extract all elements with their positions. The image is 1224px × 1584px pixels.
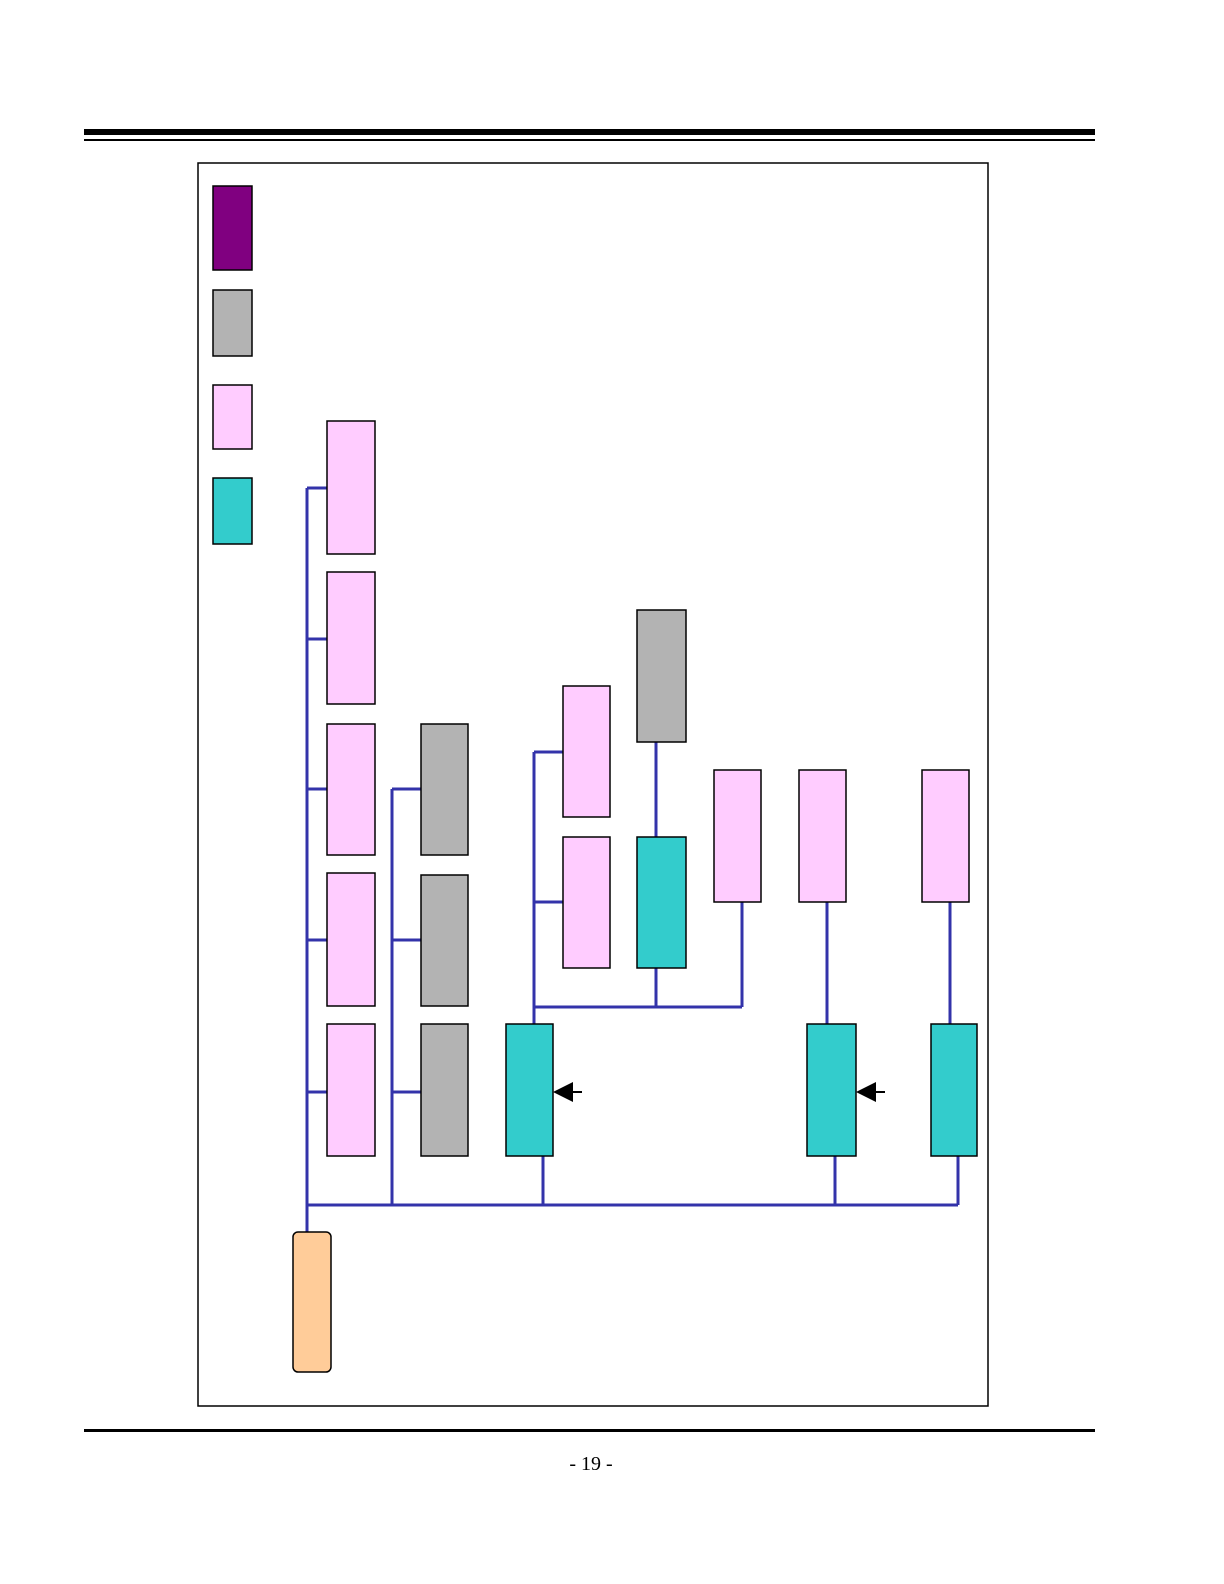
header-rules: [84, 129, 1095, 141]
legend: [212, 185, 253, 545]
page-number: - 19 -: [569, 1453, 612, 1475]
diagram-frame: [197, 162, 989, 1407]
footer-rule: [84, 1429, 1095, 1432]
connectors: [305, 486, 960, 1232]
diagram-boxes: [292, 420, 978, 1373]
